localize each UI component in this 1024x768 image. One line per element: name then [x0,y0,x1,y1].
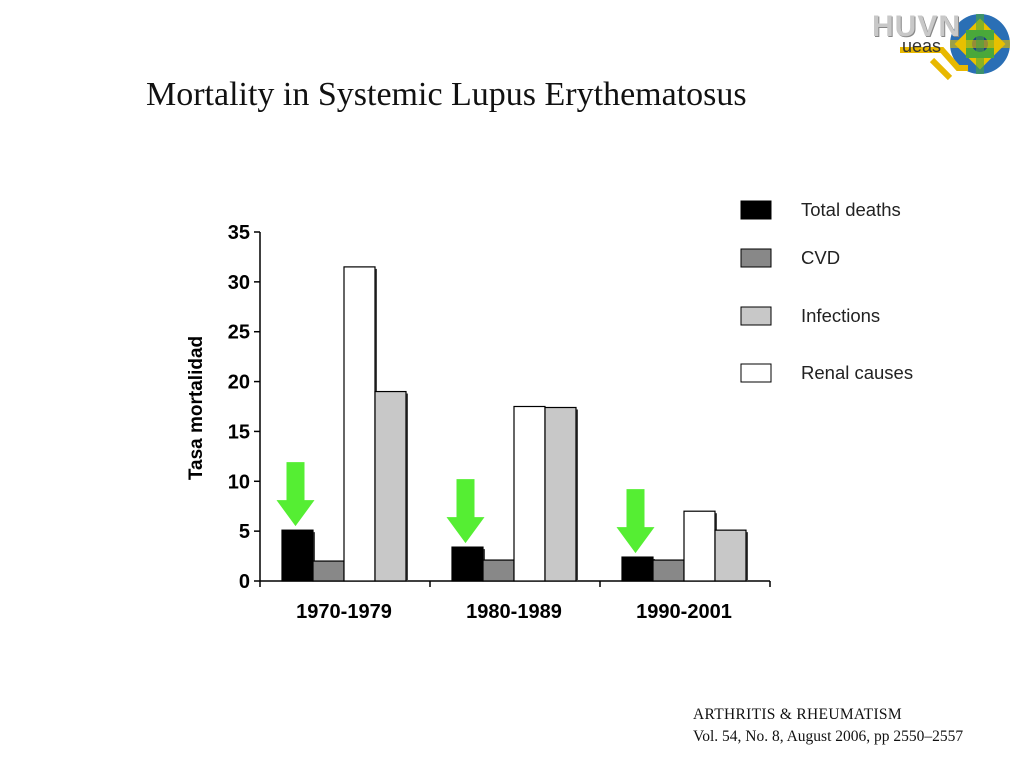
bar [374,390,407,582]
legend-label: Renal causes [801,362,913,383]
legend-swatch [740,363,772,383]
y-tick-label: 30 [228,272,250,294]
bar [281,529,314,582]
y-tick-label: 10 [228,471,250,493]
x-category-label: 1990-2001 [636,601,732,623]
y-axis-label: Tasa mortalidad [186,336,207,480]
bar [482,559,515,582]
x-category-label: 1980-1989 [466,601,562,623]
citation-reference: Vol. 54, No. 8, August 2006, pp 2550–255… [693,728,964,745]
bar [312,560,345,582]
y-tick-label: 5 [239,521,250,543]
logo-subtext: ueas [902,36,942,56]
legend-label: Total deaths [801,199,901,220]
bar [451,546,484,582]
citation: ARTHRITIS & RHEUMATISM Vol. 54, No. 8, A… [693,704,963,748]
down-arrow-icon [446,479,485,544]
legend-swatch [740,248,772,268]
bar [621,556,654,582]
bar [683,510,716,582]
x-category-label: 1970-1979 [296,601,392,623]
logo-mosaic-icon [900,14,1010,81]
citation-journal: ARTHRITIS & RHEUMATISM [693,706,902,723]
hospital-logo: HUVN ueas [872,6,1018,86]
y-tick-label: 15 [228,421,250,443]
bar [714,529,747,582]
legend-swatch [740,200,772,220]
bar [652,559,685,582]
legend-swatch [740,306,772,326]
logo-text: HUVN [872,10,962,43]
down-arrow-icon [616,489,655,554]
legend-label: CVD [801,247,840,268]
y-tick-label: 25 [228,322,250,344]
bar [544,406,577,582]
mortality-bar-chart: 0 5 10 15 20 25 30 35 Tasa mortalidad 1970-1979 19… [186,199,913,623]
y-tick-label: 20 [228,372,250,394]
legend-label: Infections [801,305,880,326]
slide-title: Mortality in Systemic Lupus Erythematosu… [146,76,747,113]
down-arrow-icon [276,462,315,527]
y-tick-label: 0 [239,571,250,593]
y-tick-label: 35 [228,222,250,244]
bar [513,405,546,582]
bar [343,266,376,582]
